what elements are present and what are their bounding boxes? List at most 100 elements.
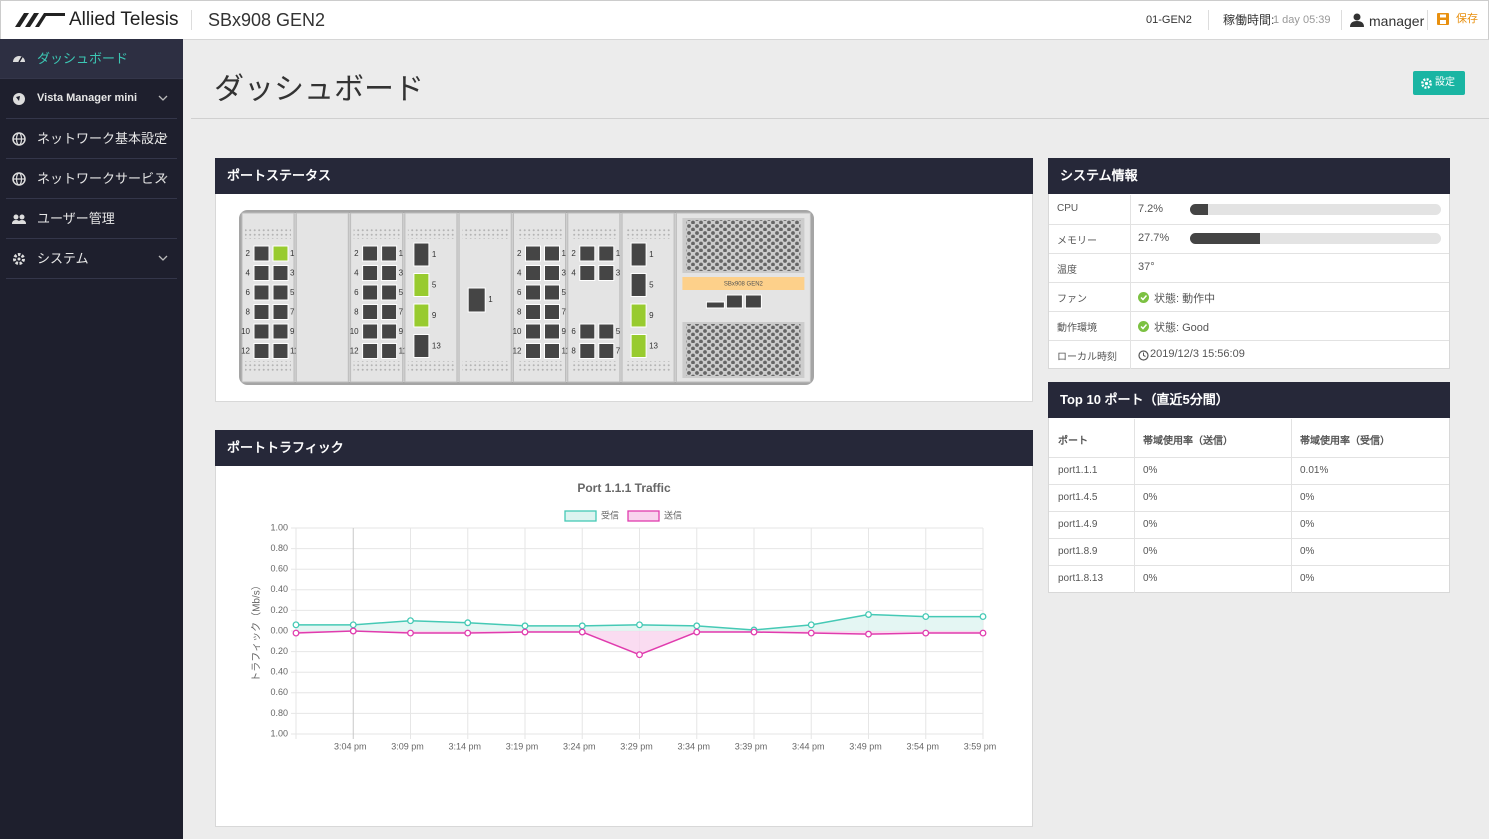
vent [245,361,291,371]
settings-button[interactable]: 設定 [1413,71,1465,95]
nav-item[interactable]: ネットワーク基本設定 [6,119,177,159]
sidebar: ダッシュボード Vista Manager mini ネットワーク基本設定ネットワー… [0,39,183,839]
top-ports-panel: Top 10 ポート（直近5分間） ポート 帯域使用率（送信） 帯域使用率（受信） p… [1048,382,1450,593]
point [636,651,643,659]
fan-grille [686,220,801,271]
separator [1341,10,1342,30]
point [349,627,357,635]
port [253,265,270,281]
page-title: ダッシュボード [214,73,424,106]
port [362,304,379,320]
port [362,343,379,359]
slot [295,212,349,383]
port [544,284,560,301]
port-label: 5 [649,281,654,290]
separator [191,10,192,30]
vent [516,361,563,371]
port [253,343,270,359]
point [292,629,300,637]
port [525,304,541,320]
model-plate [682,277,805,290]
port [272,265,289,281]
nav-item[interactable]: Vista Manager mini [6,79,177,119]
port-label: 10 [350,327,359,336]
y-tick-label: 0.80 [270,543,288,553]
legend-swatch [627,510,660,522]
point [979,629,987,637]
info-value: 2019/12/3 15:56:09 [1150,348,1245,360]
nav-label: ユーザー管理 [37,211,115,226]
info-value: 27.7% [1138,232,1170,244]
port [381,245,398,262]
port [630,334,647,358]
nav-icon [13,253,25,265]
model-label: SBx908 GEN2 [724,282,764,288]
port-label: 12 [350,347,359,356]
separator [1427,10,1428,30]
port [381,343,398,359]
port-label: 6 [246,288,251,297]
table-cell: port1.4.9 [1058,519,1098,530]
port-label: 5 [399,288,404,297]
divider [191,118,1489,119]
nav-item[interactable]: ネットワークサービス [6,159,177,199]
nav-item[interactable]: ダッシュボード [0,39,183,79]
table-cell: 0% [1300,519,1315,530]
column-header: ポート [1058,436,1088,447]
info-value: 37° [1138,261,1155,273]
port [630,242,647,267]
x-tick-label: 3:19 pm [506,741,539,751]
point [464,629,472,637]
vent [570,229,617,239]
row-line [1049,484,1449,485]
chevron [158,95,168,101]
port-status-panel: ポートステータス 2 1 4 3 6 5 8 7 10 9 12 11 2 1 4 3 6 5 8 7 10 9 12 11 1… [215,158,1033,402]
port [272,343,289,359]
port-label: 9 [649,311,654,320]
vent [462,229,509,239]
port-label: 8 [517,308,522,317]
port-label: 4 [354,269,359,278]
port [544,343,560,359]
info-label: 動作環境 [1057,323,1097,334]
legend-label: 送信 [664,509,682,520]
port [598,343,615,359]
panel-header: Top 10 ポート（直近5分間） [1048,382,1450,418]
x-tick-label: 3:59 pm [964,741,997,751]
nav-item[interactable]: システム [6,239,177,279]
table-cell: 0% [1300,492,1315,503]
y-tick-label: 0.60 [270,564,288,574]
mgmt-port [705,301,725,309]
port-label: 11 [399,347,408,356]
save-button[interactable]: 保存 [1437,1,1481,39]
port-label: 11 [290,347,299,356]
table-cell: 0% [1143,573,1158,584]
row-line [1049,253,1449,254]
user-name: manager [1369,13,1425,29]
status-icon [1138,321,1149,332]
port [362,245,379,262]
table-cell: port1.8.13 [1058,573,1104,584]
nav-label: Vista Manager mini [37,92,138,104]
port [630,303,647,328]
nav-icon [12,132,26,146]
port-label: 9 [562,327,567,336]
user-menu[interactable]: manager [1350,1,1425,39]
row-line [1049,224,1449,225]
port-label: 9 [290,327,295,336]
port [598,265,615,281]
y-tick-label: 0.20 [270,605,288,615]
status-icon [1138,292,1149,303]
port [598,323,615,340]
port [381,265,398,281]
info-value: 7.2% [1138,203,1164,215]
nav-item[interactable]: ユーザー管理 [6,199,177,239]
point [636,621,643,629]
port-label: 8 [354,308,359,317]
point [578,628,586,636]
nav-label: ネットワークサービス [37,171,168,186]
port-label: 1 [432,250,437,259]
port-label: 2 [571,249,576,258]
y-tick-label: 0.20 [270,646,288,656]
